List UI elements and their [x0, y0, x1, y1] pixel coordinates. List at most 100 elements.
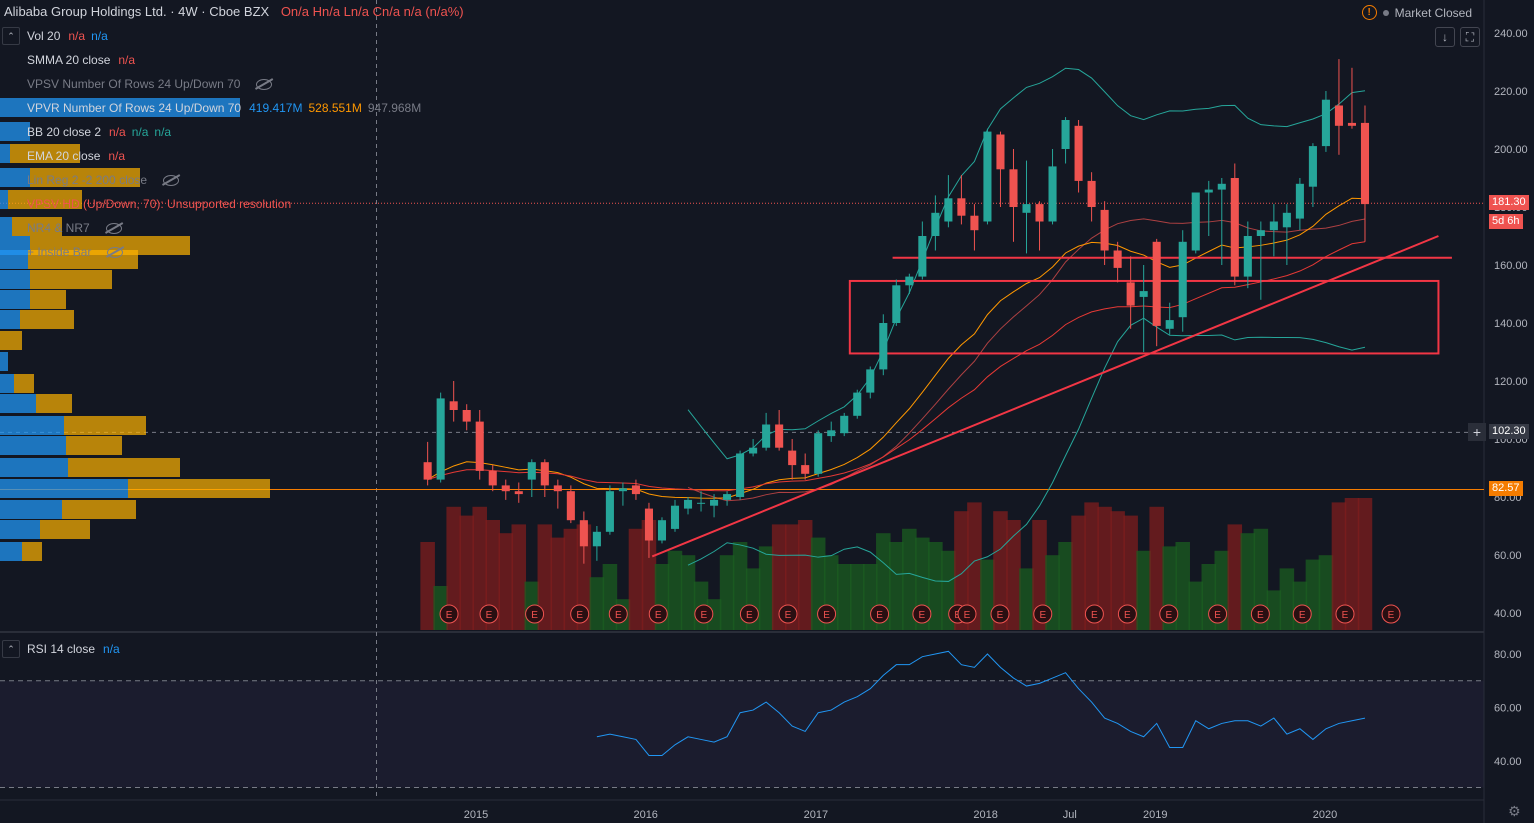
hidden-eye-icon[interactable]	[105, 222, 122, 234]
scroll-down-button[interactable]: ↓	[1435, 27, 1455, 47]
candle	[1243, 221, 1252, 289]
candle	[670, 499, 680, 532]
volume-profile-up	[0, 542, 22, 561]
earnings-marker-circle	[1159, 604, 1179, 624]
rsi-line	[596, 650, 1366, 756]
candle-body	[970, 215, 979, 231]
legend-name[interactable]: EMA 20 close	[27, 149, 101, 163]
candle	[879, 314, 888, 376]
candle	[1321, 91, 1330, 152]
volume-bar	[485, 520, 501, 630]
price-tick-label: 120.00	[1494, 376, 1528, 388]
candle-body	[1022, 204, 1031, 213]
volume-profile-up	[0, 394, 36, 413]
earnings-marker: E	[1084, 604, 1104, 624]
candle-body	[488, 470, 497, 486]
candle-body	[683, 499, 693, 509]
rsi-legend-name[interactable]: RSI 14 close	[27, 642, 96, 656]
candle-body	[736, 453, 745, 497]
earnings-marker: E	[648, 604, 668, 624]
legend-name[interactable]: NR4 & NR7	[27, 221, 90, 235]
legend-row[interactable]: SMMA 20 close n/a	[0, 48, 427, 72]
candle-body	[657, 520, 667, 541]
legend-row[interactable]: VPVR Number Of Rows 24 Up/Down 70 419.417…	[0, 96, 427, 120]
candle	[462, 404, 471, 431]
hidden-eye-icon[interactable]	[256, 78, 273, 90]
add-alert-plus-icon[interactable]: +	[1468, 423, 1486, 441]
collapse-icon[interactable]: ⌃	[2, 27, 20, 45]
legend-row[interactable]: Lin Reg 2 -2 200 close	[0, 168, 427, 192]
rsi-legend-value: n/a	[103, 642, 120, 656]
earnings-marker-circle	[870, 604, 890, 624]
bollinger-basis	[687, 218, 1366, 502]
legend-name[interactable]: VPSV HD (Up/Down, 70): Unsupported resol…	[27, 197, 292, 211]
countdown-tag: 5d 6h	[1489, 214, 1523, 229]
volume-profile-up	[0, 416, 64, 435]
legend-row[interactable]: VPSV Number Of Rows 24 Up/Down 70	[0, 72, 427, 96]
earnings-marker-label: E	[1342, 610, 1349, 621]
time-tick-label: 2018	[973, 809, 997, 821]
legend-value: n/a	[68, 29, 86, 43]
volume-bar	[1227, 524, 1243, 630]
candle-body	[1113, 250, 1122, 268]
volume-bar	[1240, 533, 1256, 630]
market-status[interactable]: ! Market Closed	[1361, 5, 1472, 20]
candle-body	[1009, 169, 1018, 207]
legend-name[interactable]: SMMA 20 close	[27, 53, 111, 67]
legend-row[interactable]: NR4 & NR7	[0, 216, 427, 240]
legend-name[interactable]: VPVR Number Of Rows 24 Up/Down 70	[27, 101, 242, 115]
candle-body	[670, 505, 680, 529]
warning-icon[interactable]: !	[1361, 5, 1377, 20]
earnings-marker: E	[870, 604, 890, 624]
candle-body	[579, 520, 588, 547]
earnings-marker-circle	[1084, 604, 1104, 624]
candle-body	[501, 485, 510, 492]
volume-profile-down	[40, 520, 90, 539]
volume-profile-up	[0, 144, 10, 163]
legend-name[interactable]: Vol 20	[27, 29, 61, 43]
volume-profile-down	[12, 217, 62, 236]
candle-body	[1087, 180, 1096, 207]
legend-row[interactable]: + Inside Bar	[0, 240, 427, 264]
candle-body	[944, 198, 953, 222]
volume-bar	[628, 528, 644, 630]
legend-name[interactable]: VPSV Number Of Rows 24 Up/Down 70	[27, 77, 241, 91]
candle-body	[631, 485, 640, 495]
hidden-eye-icon[interactable]	[107, 246, 124, 258]
earnings-marker-circle	[479, 604, 499, 624]
legend-row[interactable]: ⌃ Vol 20 n/a n/a	[0, 24, 427, 48]
bollinger-upper	[687, 67, 1366, 460]
legend-name[interactable]: BB 20 close 2	[27, 125, 102, 139]
candle	[970, 204, 979, 251]
candle	[996, 131, 1005, 207]
candle-body	[892, 285, 901, 323]
maximize-button[interactable]: ⛶	[1460, 27, 1480, 47]
rsi-band-fill	[0, 680, 1484, 788]
earnings-marker: E	[1335, 604, 1355, 624]
legend-name[interactable]: + Inside Bar	[27, 245, 92, 259]
candle	[1009, 149, 1018, 242]
volume-profile-down	[128, 479, 270, 498]
legend-row[interactable]: EMA 20 close n/a	[0, 144, 427, 168]
candle	[1113, 241, 1122, 283]
candle	[501, 479, 510, 500]
last-price-tag: 181.30	[1489, 195, 1529, 210]
candle	[1022, 160, 1031, 254]
volume-bar	[719, 555, 735, 630]
legend-row[interactable]: BB 20 close 2 n/a n/a n/a	[0, 120, 427, 144]
candle	[1061, 117, 1070, 164]
collapse-icon[interactable]: ⌃	[2, 640, 20, 658]
legend-row[interactable]: VPSV HD (Up/Down, 70): Unsupported resol…	[0, 192, 427, 216]
candle-body	[697, 502, 706, 504]
volume-bar	[1058, 542, 1073, 630]
candle	[1048, 149, 1057, 225]
candle	[1126, 256, 1135, 329]
hidden-eye-icon[interactable]	[163, 174, 180, 186]
earnings-marker-circle	[739, 604, 759, 624]
candle	[866, 366, 875, 399]
candle	[1295, 178, 1304, 231]
legend-name[interactable]: Lin Reg 2 -2 200 close	[27, 173, 148, 187]
symbol-title[interactable]: Alibaba Group Holdings Ltd. · 4W · Cboe …	[4, 4, 270, 19]
settings-gear-icon[interactable]: ⚙	[1508, 803, 1521, 819]
